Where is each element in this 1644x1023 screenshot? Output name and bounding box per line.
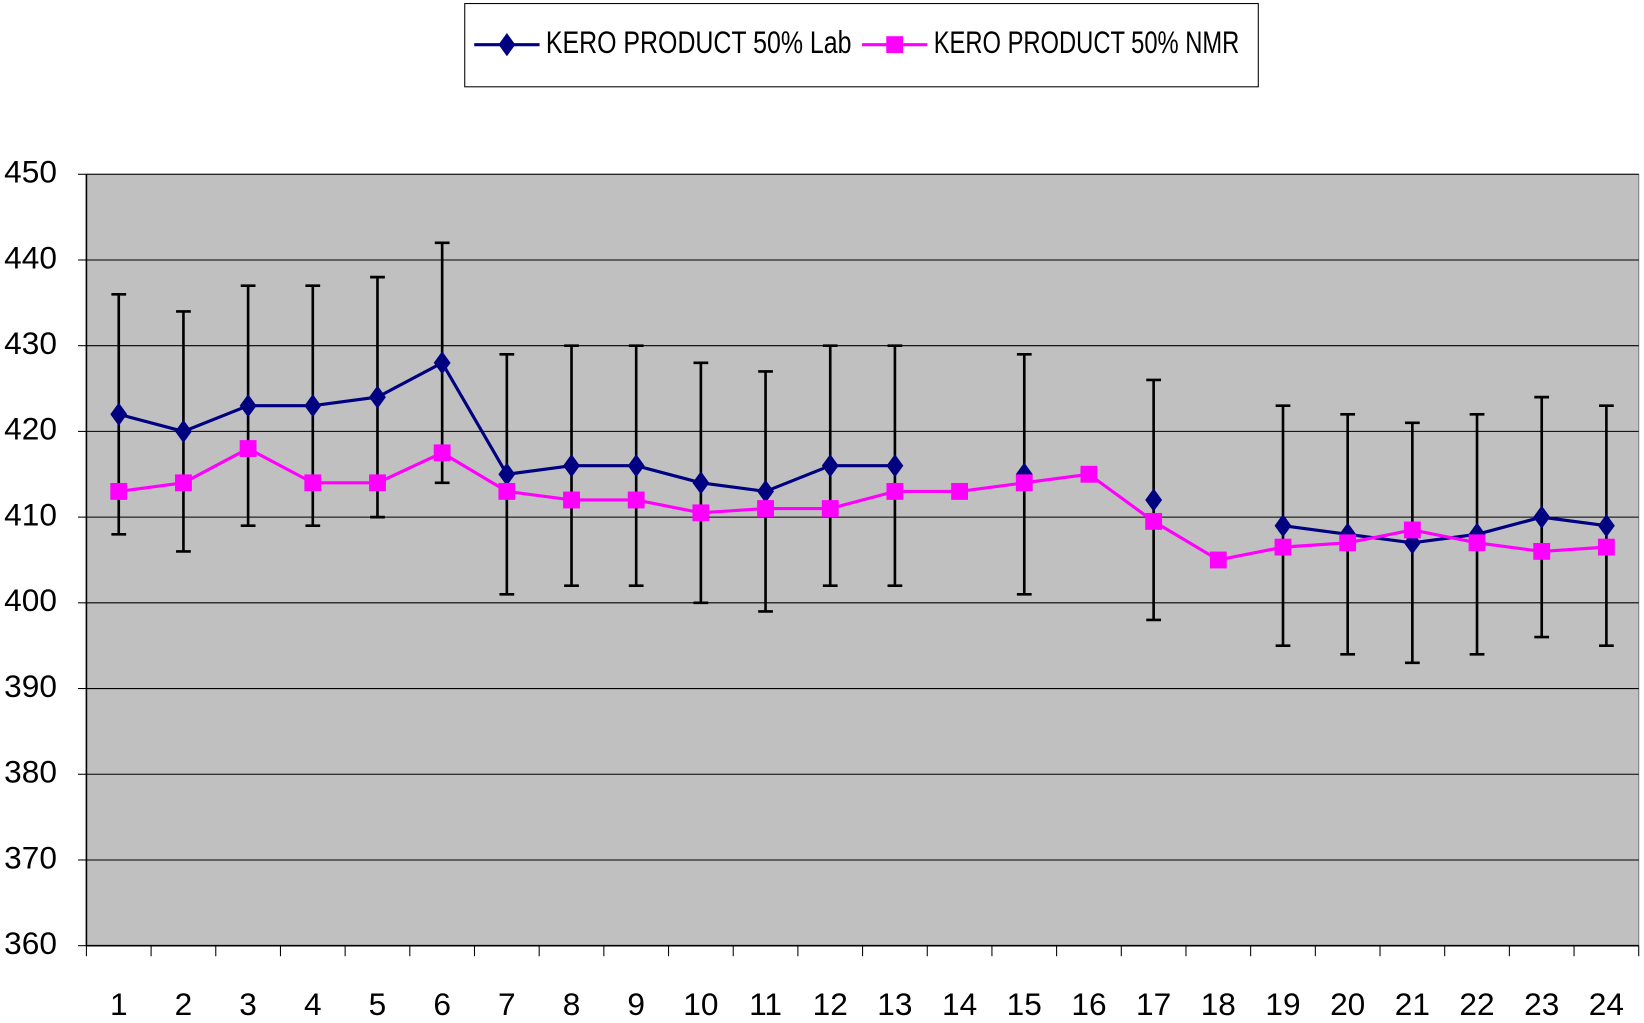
- data-point: [1209, 551, 1227, 569]
- x-tick-label: 4: [304, 986, 322, 1022]
- data-point: [304, 474, 322, 492]
- x-tick-label: 15: [1007, 986, 1042, 1022]
- legend-box: [464, 3, 1259, 88]
- y-tick-label: 410: [4, 496, 57, 532]
- y-tick-label: 420: [4, 411, 57, 447]
- plot-area: [85, 173, 1640, 947]
- x-tick-label: 23: [1524, 986, 1559, 1022]
- data-point: [110, 402, 128, 426]
- y-tick-label: 440: [4, 239, 57, 275]
- x-tick-label: 5: [369, 986, 387, 1022]
- x-tick-label: 13: [877, 986, 912, 1022]
- data-point: [627, 454, 645, 478]
- x-tick-label: 2: [175, 986, 193, 1022]
- data-point: [369, 474, 386, 492]
- data-point: [433, 444, 451, 462]
- data-point: [563, 454, 580, 478]
- legend-label: KERO PRODUCT 50% Lab: [546, 24, 852, 60]
- data-point: [1468, 534, 1486, 552]
- x-tick-label: 20: [1330, 986, 1365, 1022]
- data-point: [175, 419, 192, 443]
- data-point: [1015, 474, 1033, 492]
- x-tick-label: 8: [563, 986, 581, 1022]
- data-point: [304, 394, 322, 418]
- x-tick-label: 9: [627, 986, 645, 1022]
- x-tick-label: 12: [813, 986, 848, 1022]
- data-point: [692, 471, 710, 495]
- y-tick-label: 390: [4, 668, 57, 704]
- legend-marker: [886, 36, 904, 54]
- data-point: [1080, 465, 1098, 483]
- data-point: [1339, 534, 1357, 552]
- y-tick-label: 450: [4, 154, 57, 190]
- legend-marker: [498, 33, 516, 57]
- data-point: [821, 500, 839, 517]
- x-tick-label: 11: [749, 986, 782, 1022]
- x-tick-label: 18: [1201, 986, 1236, 1022]
- data-point: [1597, 538, 1615, 556]
- x-tick-label: 6: [433, 986, 451, 1022]
- data-point: [369, 385, 386, 409]
- x-tick-label: 24: [1589, 986, 1624, 1022]
- data-point: [498, 482, 516, 500]
- data-point: [627, 491, 645, 509]
- x-tick-label: 14: [942, 986, 977, 1022]
- data-point: [498, 462, 516, 486]
- y-tick-label: 360: [4, 925, 57, 961]
- x-tick-label: 1: [110, 986, 128, 1022]
- data-point: [886, 454, 904, 478]
- y-tick-label: 370: [4, 839, 57, 875]
- x-tick-label: 21: [1395, 986, 1430, 1022]
- data-point: [239, 440, 257, 457]
- data-point: [1274, 538, 1292, 556]
- data-point: [1403, 521, 1421, 539]
- legend-label: KERO PRODUCT 50% NMR: [934, 24, 1240, 60]
- x-tick-label: 22: [1459, 986, 1494, 1022]
- data-point: [239, 394, 257, 418]
- data-point: [1533, 542, 1551, 560]
- x-tick-label: 17: [1136, 986, 1171, 1022]
- data-point: [563, 491, 580, 509]
- data-point: [886, 482, 904, 500]
- y-tick-label: 380: [4, 754, 57, 790]
- data-point: [110, 482, 128, 500]
- data-point: [821, 454, 839, 478]
- x-tick-label: 7: [498, 986, 516, 1022]
- x-tick-label: 3: [239, 986, 257, 1022]
- y-tick-label: 400: [4, 582, 57, 618]
- data-point: [433, 351, 451, 375]
- data-point: [692, 504, 710, 522]
- data-point: [1145, 512, 1163, 530]
- x-tick-label: 19: [1265, 986, 1300, 1022]
- y-tick-label: 430: [4, 325, 57, 361]
- data-point: [951, 482, 969, 500]
- x-tick-label: 16: [1071, 986, 1106, 1022]
- data-point: [175, 474, 192, 492]
- series-line: [118, 446, 1607, 562]
- data-point: [757, 500, 774, 517]
- x-tick-label: 10: [683, 986, 718, 1022]
